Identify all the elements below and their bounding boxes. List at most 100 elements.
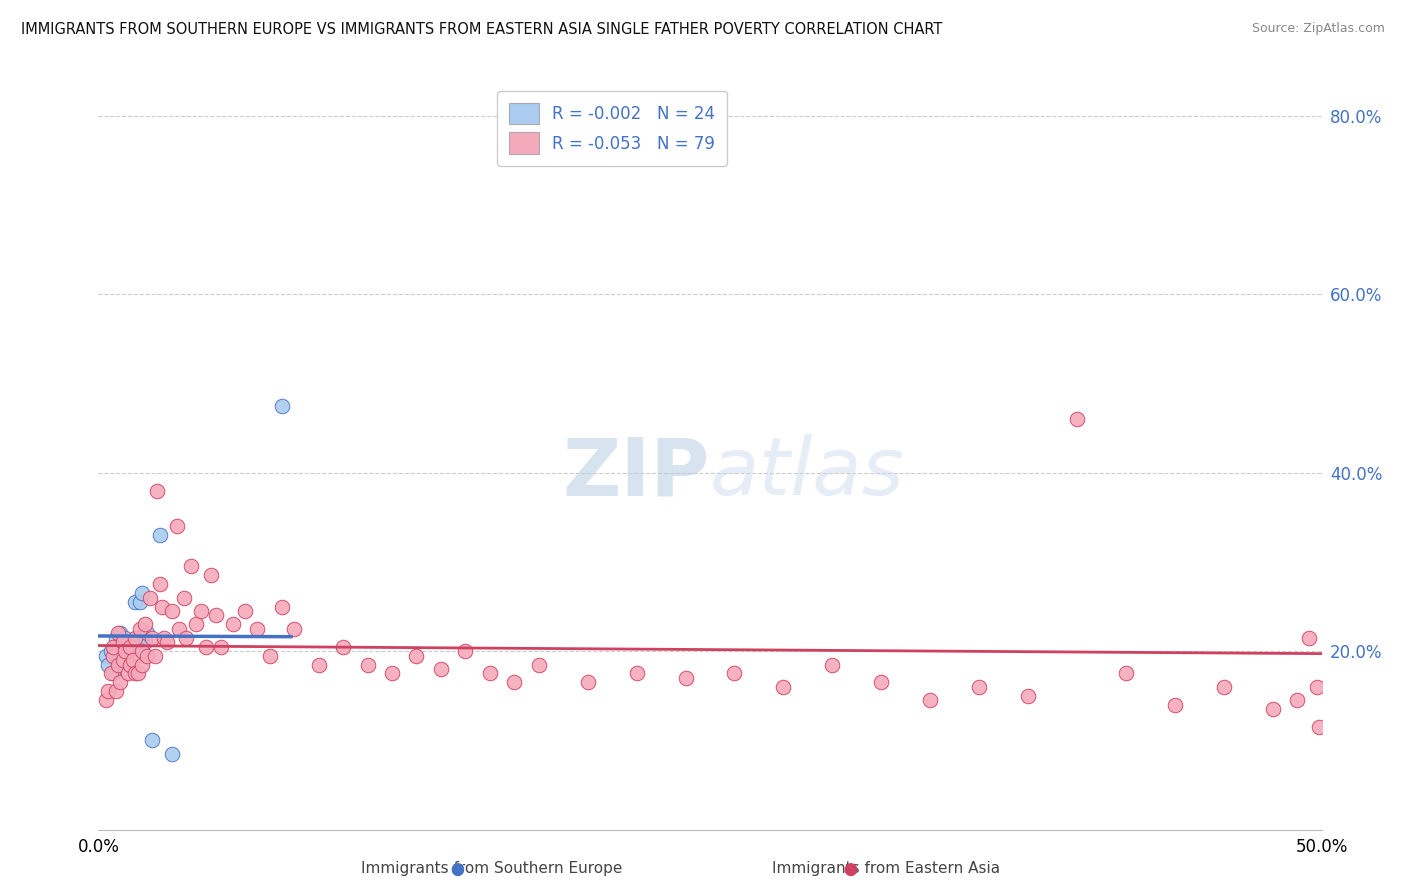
Point [114,631,136,645]
Point [100,666,122,681]
Point [205,608,228,623]
Text: ⬤: ⬤ [450,863,464,876]
Point [246,622,269,636]
Point [920,693,942,707]
Point [1306,680,1329,694]
Point [117,666,139,681]
Point [160,747,183,761]
Point [675,671,697,685]
Point [104,684,127,698]
Point [454,644,477,658]
Point [1298,631,1320,645]
Text: ZIP: ZIP [562,434,710,512]
Point [124,631,146,645]
Point [772,680,794,694]
Point [1017,689,1039,703]
Point [176,631,198,645]
Point [259,648,281,663]
Point [104,631,127,645]
Text: Immigrants from Eastern Asia: Immigrants from Eastern Asia [772,861,1000,876]
Point [121,640,143,654]
Legend: R = -0.002   N = 24, R = -0.053   N = 79: R = -0.002 N = 24, R = -0.053 N = 79 [498,91,727,166]
Point [1308,720,1330,734]
Point [1115,666,1137,681]
Point [127,631,149,645]
Point [117,644,139,658]
Point [821,657,844,672]
Point [478,666,501,681]
Point [503,675,526,690]
Point [129,622,152,636]
Point [141,631,163,645]
Point [1212,680,1234,694]
Point [110,626,132,640]
Point [136,626,159,640]
Text: ⬤: ⬤ [844,863,858,876]
Point [626,666,648,681]
Text: atlas: atlas [710,434,905,512]
Point [134,635,156,649]
Point [131,586,153,600]
Point [166,519,188,533]
Point [121,653,143,667]
Point [131,644,153,658]
Point [153,631,176,645]
Point [120,657,142,672]
Point [195,640,218,654]
Point [222,617,245,632]
Point [139,591,162,605]
Point [576,675,599,690]
Point [97,684,120,698]
Point [143,648,166,663]
Text: Immigrants from Southern Europe: Immigrants from Southern Europe [361,861,623,876]
Point [111,635,134,649]
Point [356,657,378,672]
Point [114,644,136,658]
Point [124,666,146,681]
Point [141,733,163,747]
Point [131,657,153,672]
Point [270,599,294,614]
Point [283,622,305,636]
Point [136,648,159,663]
Point [127,666,149,681]
Point [107,626,129,640]
Point [190,604,212,618]
Point [1164,698,1187,712]
Point [173,591,195,605]
Point [107,653,129,667]
Point [270,399,294,413]
Point [209,640,232,654]
Point [94,693,117,707]
Point [308,657,330,672]
Point [129,595,152,609]
Point [167,622,190,636]
Point [967,680,990,694]
Point [1261,702,1284,716]
Point [107,657,129,672]
Point [200,568,222,582]
Text: Source: ZipAtlas.com: Source: ZipAtlas.com [1251,22,1385,36]
Point [405,648,427,663]
Point [111,648,134,663]
Point [870,675,893,690]
Point [110,675,132,690]
Point [104,640,127,654]
Point [233,604,256,618]
Point [120,640,142,654]
Point [150,599,173,614]
Point [134,617,156,632]
Point [149,577,172,591]
Point [146,483,169,498]
Text: IMMIGRANTS FROM SOUTHERN EUROPE VS IMMIGRANTS FROM EASTERN ASIA SINGLE FATHER PO: IMMIGRANTS FROM SOUTHERN EUROPE VS IMMIG… [21,22,942,37]
Point [527,657,550,672]
Point [124,595,146,609]
Point [381,666,404,681]
Point [111,653,134,667]
Point [1066,412,1088,426]
Point [1286,693,1309,707]
Point [723,666,745,681]
Point [430,662,453,676]
Point [149,528,172,542]
Point [94,648,117,663]
